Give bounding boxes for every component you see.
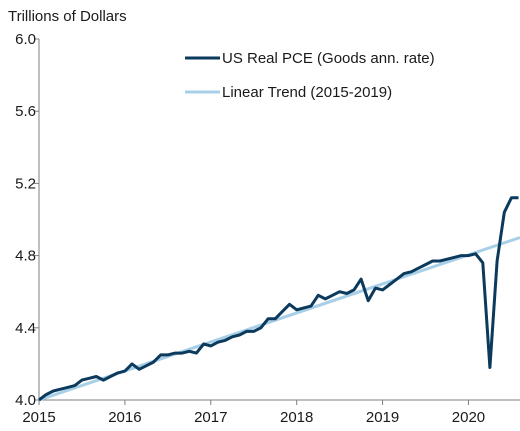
- x-tick-label: 2016: [108, 409, 141, 426]
- y-tick-label: 5.2: [15, 175, 36, 192]
- legend-label-actual: US Real PCE (Goods ann. rate): [222, 50, 435, 67]
- legend: US Real PCE (Goods ann. rate) Linear Tre…: [185, 50, 435, 101]
- axes: 4.0 4.4 4.8 5.2 5.6 6.0 2015 2016 2017 2018 2019 20…: [15, 31, 520, 426]
- x-tick-label: 2017: [194, 409, 227, 426]
- x-tick-label: 2015: [22, 409, 55, 426]
- y-tick-label: 4.8: [15, 248, 36, 265]
- y-axis-label: Trillions of Dollars: [8, 8, 127, 25]
- plot-area: [38, 196, 520, 402]
- y-tick-label: 5.6: [15, 103, 36, 120]
- x-tick-label: 2018: [280, 409, 313, 426]
- pce-series-line: [38, 196, 519, 402]
- y-tick-label: 6.0: [15, 31, 36, 48]
- x-tick-label: 2020: [452, 409, 485, 426]
- legend-label-trend: Linear Trend (2015-2019): [222, 84, 392, 101]
- x-tick-label: 2019: [366, 409, 399, 426]
- y-tick-label: 4.4: [15, 320, 36, 337]
- y-tick-label: 4.0: [15, 392, 36, 409]
